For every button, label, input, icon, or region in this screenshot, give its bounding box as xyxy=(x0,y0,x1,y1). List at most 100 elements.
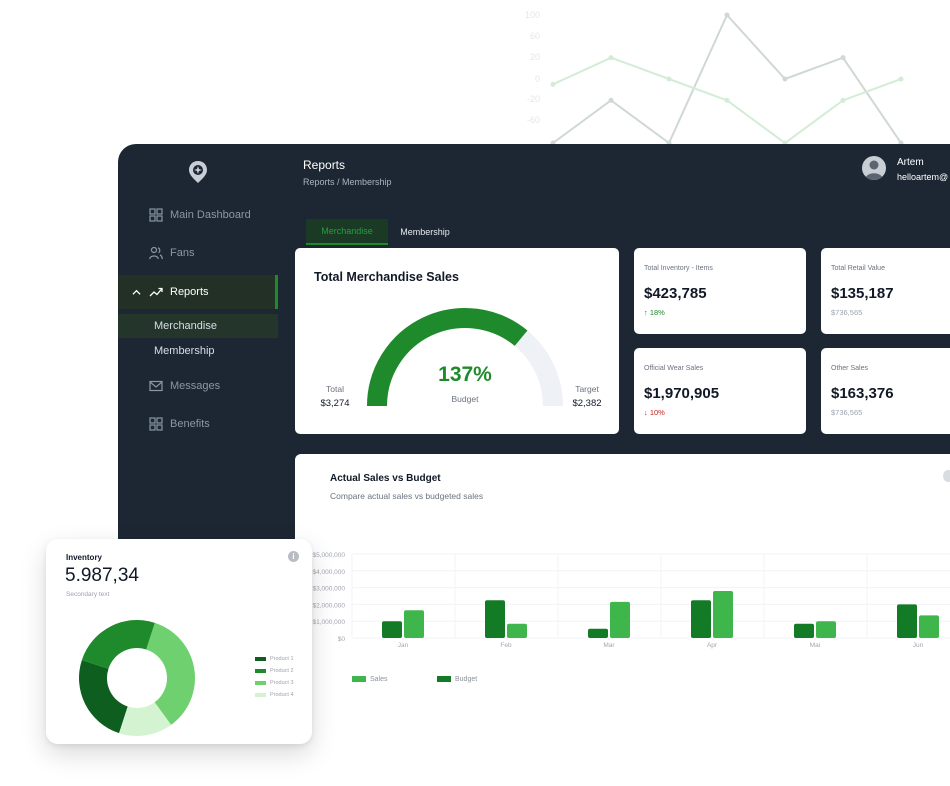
x-tick-label: Apr xyxy=(707,642,718,649)
bg-series-point xyxy=(782,76,788,82)
legend-swatch xyxy=(255,657,266,661)
sidebar-item-label: Main Dashboard xyxy=(170,209,251,221)
sidebar-item-label: Reports xyxy=(170,286,209,298)
sidebar-item-reports[interactable]: Reports xyxy=(118,275,278,309)
donut-segment[interactable] xyxy=(119,702,172,736)
bar-sales[interactable] xyxy=(404,610,424,638)
y-tick-label: $3,000,000 xyxy=(312,586,345,593)
legend-swatch xyxy=(437,676,451,682)
bg-y-tick-label: 0 xyxy=(535,74,540,84)
bg-series-point xyxy=(724,12,730,18)
stat-card-total-retail-value: Total Retail Value $135,187 $736,565 xyxy=(821,248,950,334)
info-icon[interactable] xyxy=(943,470,950,482)
stat-change: ↓ 10% xyxy=(644,408,665,417)
legend-label: Product 4 xyxy=(270,692,294,698)
arrow-down-icon: ↓ xyxy=(644,408,648,417)
inventory-title: Inventory xyxy=(66,553,103,562)
background-line-chart: 100 60 20 0 -20 -60 xyxy=(525,10,904,146)
stat-change-value: 10% xyxy=(649,408,665,417)
gauge-budget-label: Budget xyxy=(451,394,479,404)
sidebar-subitem-label: Merchandise xyxy=(154,320,217,332)
card-subtitle: Compare actual sales vs budgeted sales xyxy=(330,491,484,501)
legend-item[interactable]: Product 2 xyxy=(255,667,294,675)
sidebar-subitem-merchandise[interactable]: Merchandise xyxy=(118,314,278,338)
legend-swatch xyxy=(352,676,366,682)
y-tick-label: $1,000,000 xyxy=(312,619,345,626)
donut-segment[interactable] xyxy=(81,620,155,669)
legend-label[interactable]: Sales xyxy=(370,676,388,683)
bar-sales[interactable] xyxy=(919,615,939,638)
target-label: Target xyxy=(575,384,599,394)
donut-segment[interactable] xyxy=(146,622,195,725)
sidebar-item-messages[interactable]: Messages xyxy=(118,369,278,403)
legend-label: Product 1 xyxy=(270,656,294,662)
stat-change-value: 18% xyxy=(649,308,665,317)
bar-budget[interactable] xyxy=(691,600,711,638)
breadcrumb[interactable]: Reports / Membership xyxy=(303,177,392,187)
bg-y-tick-label: -20 xyxy=(527,94,540,104)
legend-swatch xyxy=(255,669,266,673)
user-icon xyxy=(865,160,883,180)
y-tick-label: $5,000,000 xyxy=(312,552,345,559)
sidebar-subitem-label: Membership xyxy=(154,345,215,357)
stat-label: Official Wear Sales xyxy=(644,365,704,372)
legend-item[interactable]: Product 4 xyxy=(255,691,294,699)
stat-value: $1,970,905 xyxy=(644,385,720,402)
bar-sales[interactable] xyxy=(610,601,630,638)
stat-sub: $736,565 xyxy=(831,308,863,317)
legend-label[interactable]: Budget xyxy=(455,676,477,683)
legend-swatch xyxy=(255,681,266,685)
bar-budget[interactable] xyxy=(794,623,814,638)
donut-segment[interactable] xyxy=(79,660,128,734)
bg-series-line xyxy=(552,13,902,145)
bar-budget[interactable] xyxy=(485,600,505,638)
avatar[interactable] xyxy=(862,156,886,180)
bar-budget[interactable] xyxy=(382,621,402,638)
user-email: helloartem@ xyxy=(897,172,949,182)
sidebar-item-label: Fans xyxy=(170,247,195,259)
stat-label: Total Inventory - Items xyxy=(644,265,713,272)
x-tick-label: Jun xyxy=(913,642,924,649)
card-title: Actual Sales vs Budget xyxy=(330,473,441,484)
sidebar-item-fans[interactable]: Fans xyxy=(118,236,278,270)
bg-series-point xyxy=(666,76,672,82)
tab-membership[interactable]: Membership xyxy=(400,227,450,237)
y-tick-label: $2,000,000 xyxy=(312,602,345,609)
mail-icon xyxy=(149,380,163,392)
legend-item[interactable]: Product 3 xyxy=(255,679,294,687)
legend-swatch xyxy=(255,693,266,697)
bg-y-tick-label: 20 xyxy=(530,52,540,62)
bg-series-point xyxy=(898,76,904,82)
card-title: Total Merchandise Sales xyxy=(314,270,459,284)
stat-value: $135,187 xyxy=(831,285,894,302)
bg-y-tick-label: 100 xyxy=(525,10,540,20)
sidebar-subitem-membership[interactable]: Membership xyxy=(118,339,278,363)
bar-sales[interactable] xyxy=(713,590,733,638)
sidebar-item-main-dashboard[interactable]: Main Dashboard xyxy=(118,198,278,232)
bar-sales[interactable] xyxy=(816,621,836,638)
grid-icon xyxy=(149,208,163,222)
logo-icon[interactable] xyxy=(188,160,208,184)
sales-vs-budget-chart: $5,000,000 $4,000,000 $3,000,000 $2,000,000… xyxy=(312,552,950,683)
total-label: Total xyxy=(326,384,344,394)
legend-item[interactable]: Product 1 xyxy=(255,655,294,663)
inventory-value: 5.987,34 xyxy=(65,565,139,586)
sidebar-item-benefits[interactable]: Benefits xyxy=(118,407,278,441)
tab-merchandise[interactable]: Merchandise xyxy=(306,219,388,245)
chevron-up-icon[interactable] xyxy=(132,288,141,297)
actual-sales-vs-budget-card: Actual Sales vs Budget Compare actual sa… xyxy=(295,454,950,744)
bg-series-point xyxy=(608,97,614,103)
sidebar-item-label: Messages xyxy=(170,380,221,392)
target-value: $2,382 xyxy=(572,398,602,409)
bar-budget[interactable] xyxy=(588,628,608,638)
arrow-up-icon: ↑ xyxy=(644,308,648,317)
bar-budget[interactable] xyxy=(897,604,917,638)
bar-sales[interactable] xyxy=(507,623,527,638)
bg-series-point xyxy=(724,97,730,103)
legend-label: Product 3 xyxy=(270,680,294,686)
stat-value: $163,376 xyxy=(831,385,894,402)
stat-card-total-inventory: Total Inventory - Items $423,785 ↑ 18% xyxy=(634,248,806,334)
info-icon[interactable]: i xyxy=(288,551,299,562)
page-title: Reports xyxy=(303,158,346,172)
inventory-secondary-text: Secondary text xyxy=(66,591,110,598)
